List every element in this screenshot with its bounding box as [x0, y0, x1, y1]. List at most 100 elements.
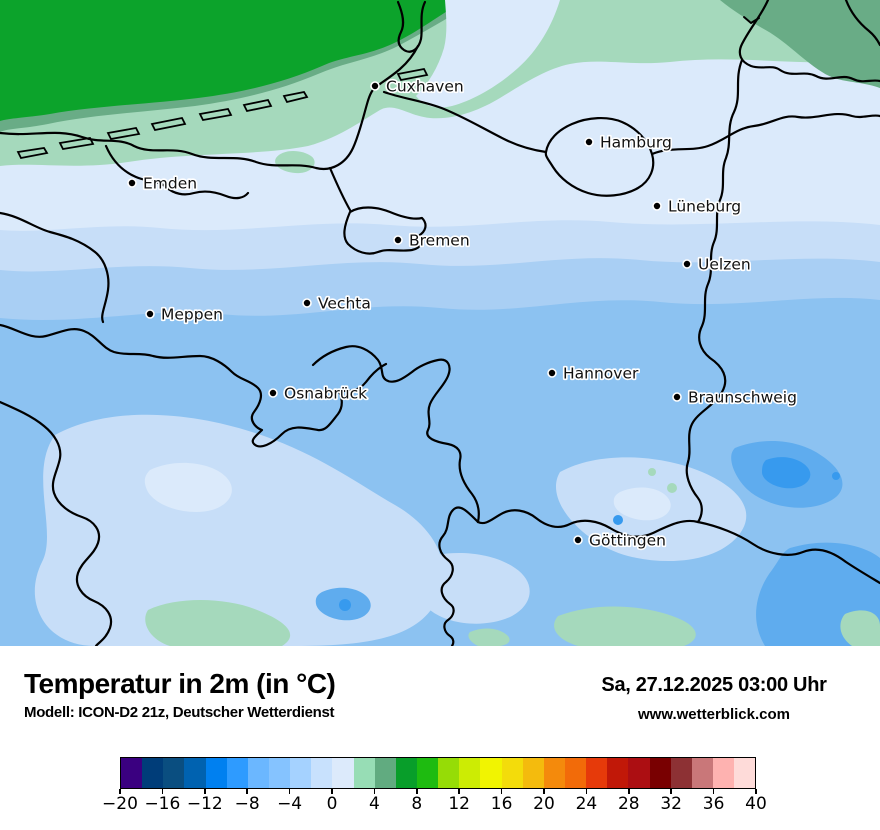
- city-marker-emden: Emden: [127, 173, 199, 194]
- colorbar-segment: [142, 758, 164, 788]
- city-label: Uelzen: [698, 256, 751, 274]
- city-label: Osnabrück: [284, 385, 367, 403]
- city-dot: [547, 368, 557, 378]
- city-label: Meppen: [161, 306, 223, 324]
- colorbar-tick: [246, 789, 248, 794]
- region-elbe-estuary: [416, 0, 560, 108]
- colorbar-tick: [119, 789, 121, 794]
- city-marker-meppen: Meppen: [145, 304, 225, 325]
- colorbar-segment: [438, 758, 460, 788]
- border-weser-hills: [438, 506, 480, 646]
- colorbar-tick: [755, 789, 757, 794]
- border-nl-north: [0, 211, 110, 324]
- colorbar-segment: [268, 758, 291, 788]
- colorbar-segment: [353, 758, 375, 788]
- colorbar-tick-label: −20: [102, 794, 138, 814]
- colorbar-segment: [586, 758, 608, 788]
- city-dot: [302, 298, 312, 308]
- border-nrw: [0, 323, 388, 448]
- colorbar-tick-label: −16: [144, 794, 181, 814]
- border-south-west: [476, 509, 700, 538]
- colorbar-tick: [712, 789, 715, 794]
- border-east-of-hamburg: [650, 112, 880, 156]
- city-dot: [145, 309, 155, 319]
- city-dot: [268, 388, 278, 398]
- city-marker-osnabrck: Osnabrück: [268, 383, 369, 404]
- weser-estuary: [328, 166, 352, 212]
- colorbar-tick-label: 28: [617, 794, 640, 814]
- bremen-outline: [343, 206, 427, 255]
- colorbar-segment: [184, 758, 206, 788]
- city-dot: [370, 81, 380, 91]
- coastline: [0, 44, 420, 171]
- colorbar-tick: [416, 789, 418, 794]
- city-label: Hamburg: [600, 134, 672, 152]
- city-label: Bremen: [409, 232, 470, 250]
- city-dot: [652, 201, 662, 211]
- elbe-south-bank: [382, 90, 548, 154]
- colorbar-tick: [204, 789, 206, 794]
- colorbar-segment: [712, 758, 735, 788]
- region-south-lightest-cores: [144, 462, 671, 521]
- colorbar-segment: [416, 758, 439, 788]
- city-label: Lüneburg: [668, 198, 741, 216]
- colorbar-tick-label: 36: [702, 794, 725, 814]
- city-dot: [672, 392, 682, 402]
- colorbar-tick: [585, 789, 588, 794]
- city-dot: [573, 535, 583, 545]
- border-east-long: [685, 58, 744, 524]
- city-label: Cuxhaven: [386, 78, 464, 96]
- city-marker-uelzen: Uelzen: [682, 254, 752, 275]
- city-label: Braunschweig: [688, 389, 797, 407]
- colorbar-tick-label: 24: [575, 794, 598, 814]
- city-label: Göttingen: [589, 532, 666, 550]
- coast-ne-corner: [844, 0, 880, 47]
- city-marker-vechta: Vechta: [302, 293, 372, 314]
- colorbar-tick: [500, 789, 503, 794]
- colorbar-segment: [501, 758, 523, 788]
- region-sea-warm: [0, 0, 465, 121]
- city-label: Vechta: [318, 295, 371, 313]
- colorbar-tick: [331, 789, 333, 794]
- city-label: Emden: [143, 175, 197, 193]
- state-borders: [0, 0, 880, 646]
- temperature-map: Cuxhaven Hamburg Emden Lüneburg Bremen Uelzen…: [0, 0, 880, 646]
- map-title: Temperatur in 2m (in °C): [24, 668, 336, 699]
- model-subtitle: Modell: ICON-D2 21z, Deutscher Wetterdie…: [24, 704, 335, 721]
- colorbar-tick: [458, 789, 460, 794]
- temperature-colorbar: [120, 757, 756, 789]
- colorbar-segment: [226, 758, 248, 788]
- colorbar-tick-label: 4: [368, 794, 380, 814]
- colorbar-tick: [288, 789, 291, 794]
- colorbar-segment: [247, 758, 269, 788]
- border-left-lower: [0, 400, 113, 646]
- colorbar-segment: [290, 758, 312, 788]
- city-label: Hannover: [563, 365, 639, 383]
- colorbar-tick-label: 40: [745, 794, 767, 814]
- colorbar-segment: [459, 758, 481, 788]
- city-marker-braunschweig: Braunschweig: [672, 387, 799, 408]
- border-south-east: [696, 520, 880, 585]
- colorbar-tick-label: 16: [490, 794, 513, 814]
- colorbar-segment: [205, 758, 227, 788]
- colorbar-tick-label: 8: [411, 794, 423, 814]
- colorbar-segment: [163, 758, 185, 788]
- colorbar-segment: [628, 758, 650, 788]
- city-dot: [682, 259, 692, 269]
- colorbar-segment: [121, 758, 143, 788]
- colorbar-segment: [332, 758, 354, 788]
- border-weser-middle: [311, 345, 480, 524]
- colorbar-segment: [543, 758, 565, 788]
- colorbar-tick: [161, 789, 164, 794]
- elbe-funnel: [396, 0, 427, 53]
- city-marker-hamburg: Hamburg: [584, 132, 673, 153]
- colorbar-segment: [480, 758, 502, 788]
- colorbar-tick-label: −4: [277, 794, 303, 814]
- colorbar-segment: [374, 758, 396, 788]
- colorbar-segment: [649, 758, 671, 788]
- region-valley-green-patches: [145, 468, 880, 646]
- city-marker-gttingen: Göttingen: [573, 530, 668, 551]
- ems-estuary: [104, 144, 250, 200]
- colorbar-tick-label: −8: [234, 794, 260, 814]
- colorbar-segment: [670, 758, 692, 788]
